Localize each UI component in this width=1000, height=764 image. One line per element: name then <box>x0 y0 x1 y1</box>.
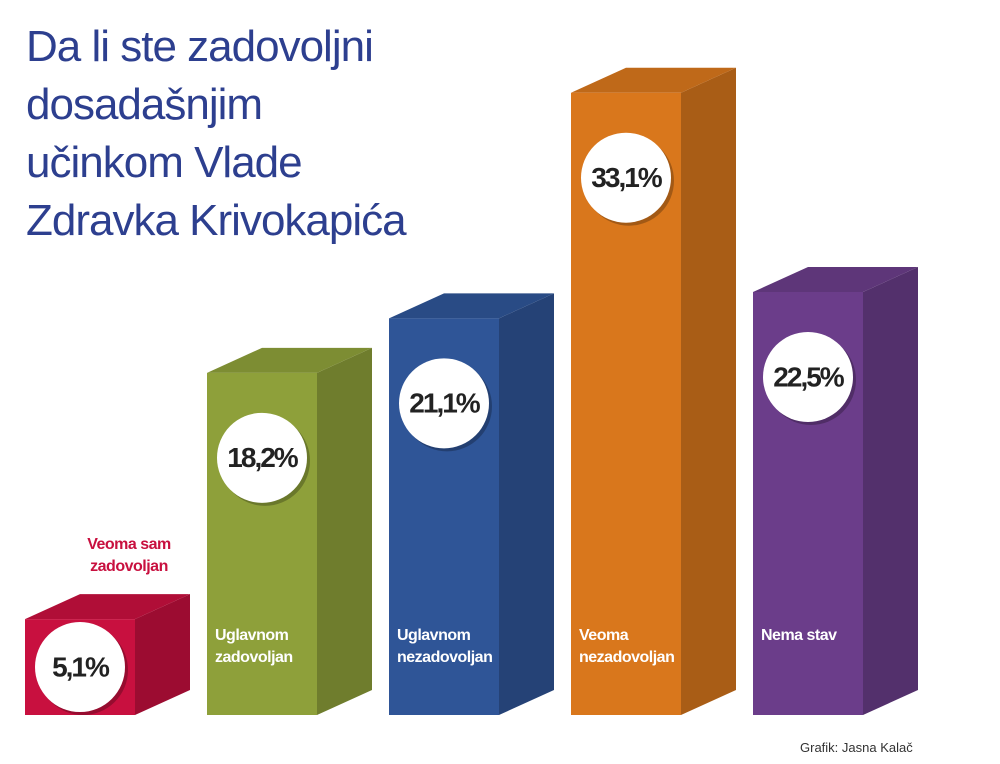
title-line: Da li ste zadovoljni <box>26 22 374 71</box>
value-badge <box>35 622 125 713</box>
value-badge <box>399 358 489 449</box>
bar-side <box>681 67 736 716</box>
bar-side <box>317 347 372 715</box>
bar-top <box>753 267 918 292</box>
category-label: Uglavnom zadovoljan <box>215 627 293 666</box>
bar-front <box>571 92 681 716</box>
title-line: Zdravka Krivokapića <box>26 196 407 245</box>
bar <box>753 267 918 715</box>
value-label: 33,1% <box>591 162 662 193</box>
category-label: Veoma sam zadovoljan <box>87 536 171 576</box>
bar <box>571 67 736 716</box>
value-label: 5,1% <box>52 651 110 682</box>
chart-title: Da li ste zadovoljni dosadašnjim učinkom V… <box>26 18 407 250</box>
bar-side <box>135 594 190 715</box>
value-label: 21,1% <box>409 388 480 419</box>
category-label: Nema stav <box>761 627 837 644</box>
credit: Grafik: Jasna Kalač <box>800 740 913 755</box>
bar-side <box>499 293 554 715</box>
bar-top <box>389 293 554 319</box>
bar-top <box>571 67 736 93</box>
bar-top <box>207 347 372 373</box>
title-line: učinkom Vlade <box>26 138 303 187</box>
title-line: dosadašnjim <box>26 80 263 129</box>
bar-top <box>25 594 190 620</box>
value-label: 22,5% <box>773 361 844 392</box>
value-badge <box>763 332 853 422</box>
value-badge <box>217 412 307 503</box>
value-badge <box>581 132 671 223</box>
bar-side <box>863 267 918 715</box>
category-label: Uglavnom nezadovoljan <box>397 627 493 666</box>
category-label: Veoma nezadovoljan <box>579 627 675 666</box>
value-label: 18,2% <box>227 442 298 473</box>
